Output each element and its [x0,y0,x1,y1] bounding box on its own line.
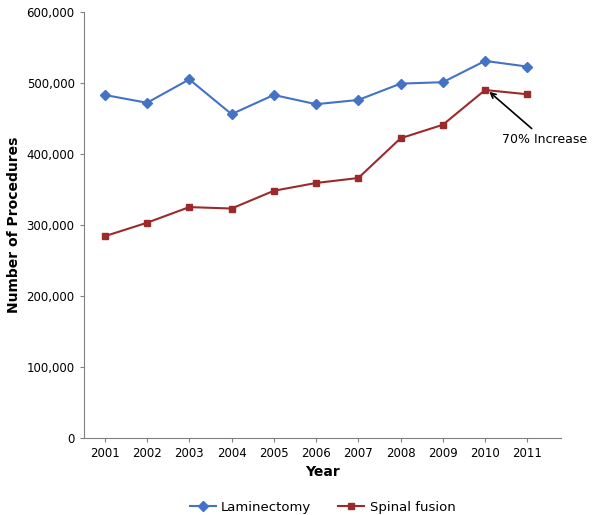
Laminectomy [439,79,446,85]
Laminectomy [186,76,193,82]
Spinal fusion [270,187,277,194]
Laminectomy [270,92,277,98]
Spinal fusion [482,87,489,93]
Laminectomy [312,101,319,107]
Laminectomy [524,63,531,70]
Laminectomy [355,97,362,103]
X-axis label: Year: Year [305,466,340,479]
Laminectomy [144,100,151,106]
Legend: Laminectomy, Spinal fusion: Laminectomy, Spinal fusion [184,495,461,515]
Line: Spinal fusion: Spinal fusion [101,87,531,239]
Laminectomy [482,58,489,64]
Y-axis label: Number of Procedures: Number of Procedures [7,136,21,313]
Text: 70% Increase: 70% Increase [491,93,587,146]
Spinal fusion [144,219,151,226]
Spinal fusion [228,205,235,212]
Spinal fusion [439,122,446,128]
Line: Laminectomy: Laminectomy [101,58,531,117]
Laminectomy [228,111,235,117]
Spinal fusion [524,91,531,97]
Spinal fusion [186,204,193,210]
Spinal fusion [397,135,404,141]
Spinal fusion [312,180,319,186]
Spinal fusion [101,233,108,239]
Laminectomy [397,80,404,87]
Laminectomy [101,92,108,98]
Spinal fusion [355,175,362,181]
